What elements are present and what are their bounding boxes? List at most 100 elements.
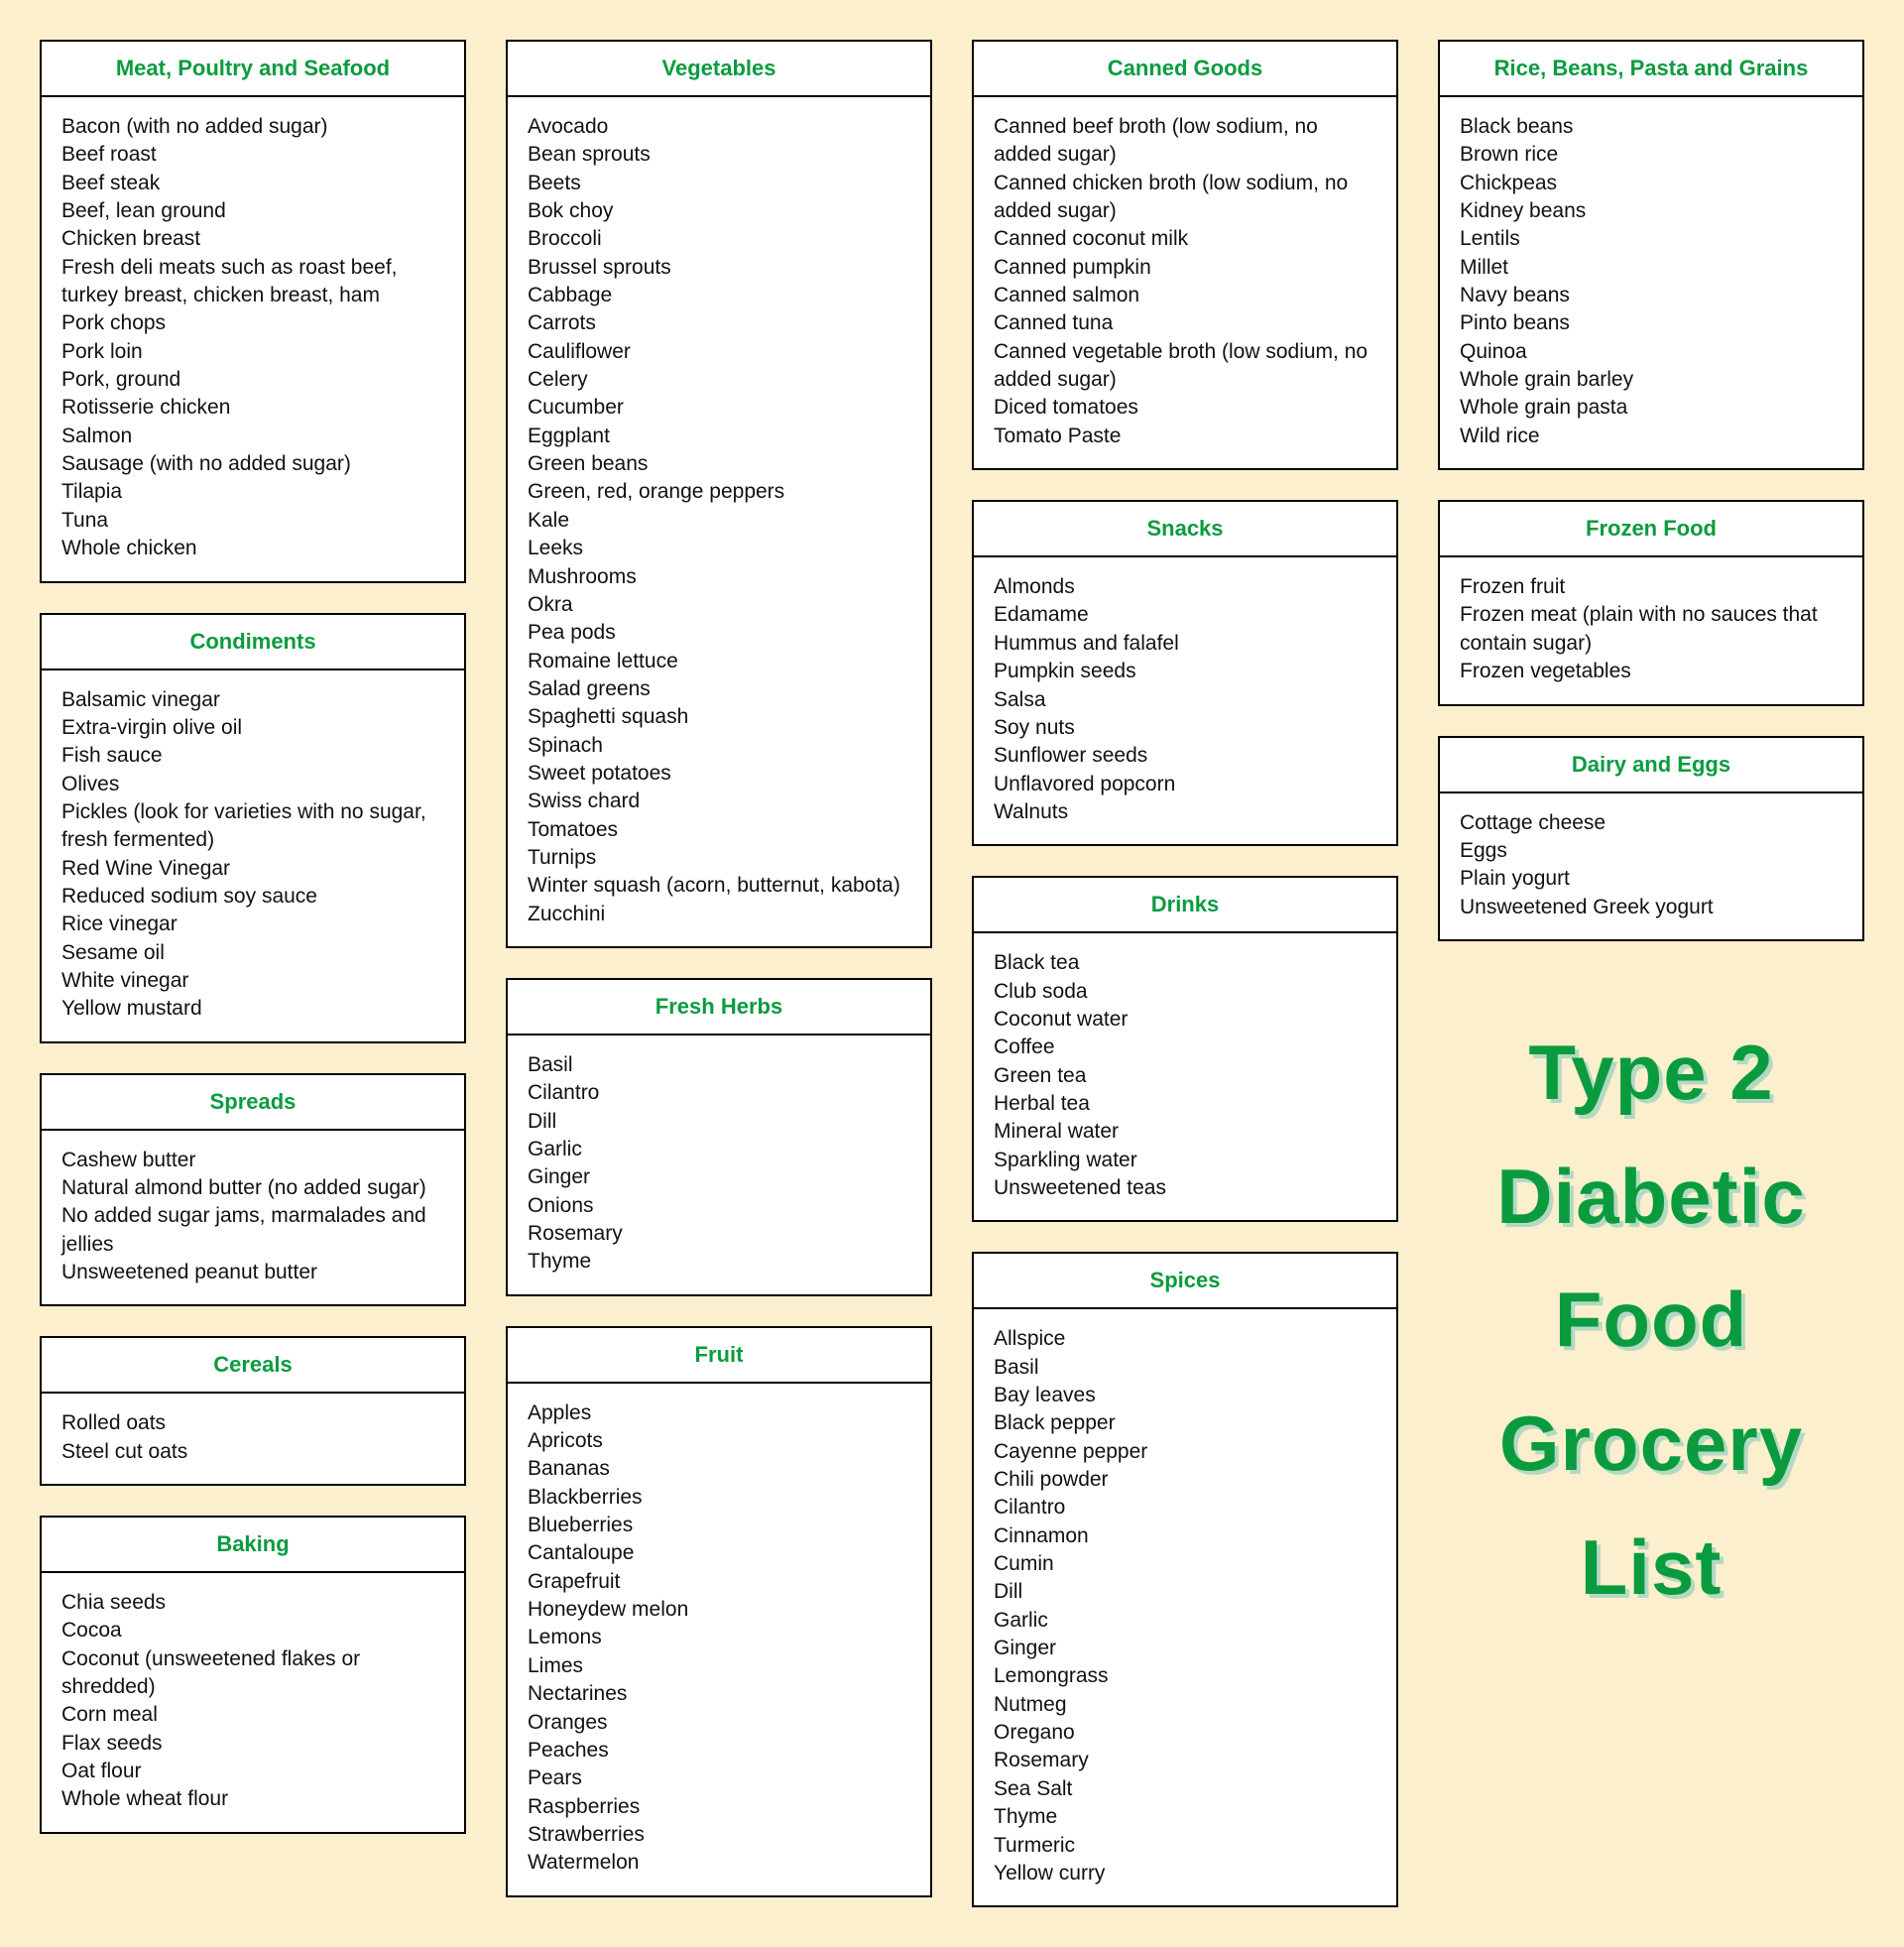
list-item: Rice vinegar — [61, 911, 444, 938]
category-items: Black teaClub sodaCoconut waterCoffeeGre… — [974, 933, 1396, 1220]
category-title: Spices — [974, 1254, 1396, 1309]
list-item: White vinegar — [61, 967, 444, 995]
column-3: Canned Goods Canned beef broth (low sodiu… — [972, 40, 1398, 1907]
list-item: Peaches — [528, 1737, 910, 1764]
list-item: Salad greens — [528, 675, 910, 703]
list-item: Brown rice — [1460, 141, 1843, 169]
category-title: Fresh Herbs — [508, 980, 930, 1035]
list-item: Canned salmon — [994, 282, 1376, 309]
category-title: Vegetables — [508, 42, 930, 97]
list-item: Canned tuna — [994, 309, 1376, 337]
list-item: Cashew butter — [61, 1147, 444, 1174]
list-item: Swiss chard — [528, 788, 910, 815]
list-item: Hummus and falafel — [994, 630, 1376, 658]
list-item: Pinto beans — [1460, 309, 1843, 337]
list-item: Unsweetened peanut butter — [61, 1259, 444, 1286]
list-item: Brussel sprouts — [528, 254, 910, 282]
list-item: Cinnamon — [994, 1522, 1376, 1550]
list-item: Black beans — [1460, 113, 1843, 141]
column-2: VegetablesAvocadoBean sproutsBeetsBok ch… — [506, 40, 932, 1907]
list-item: Flax seeds — [61, 1730, 444, 1758]
list-item: Cucumber — [528, 394, 910, 422]
list-item: Dill — [994, 1578, 1376, 1606]
category-title: Spreads — [42, 1075, 464, 1131]
list-item: Lentils — [1460, 225, 1843, 253]
category-card: Frozen FoodFrozen fruitFrozen meat (plai… — [1438, 500, 1864, 705]
list-item: Honeydew melon — [528, 1596, 910, 1624]
list-item: Salmon — [61, 423, 444, 450]
list-item: Canned vegetable broth (low sodium, no a… — [994, 338, 1376, 395]
list-item: Bananas — [528, 1455, 910, 1483]
list-item: Yellow mustard — [61, 995, 444, 1023]
list-item: Rosemary — [994, 1747, 1376, 1774]
list-item: Allspice — [994, 1325, 1376, 1353]
category-items: Cashew butterNatural almond butter (no a… — [42, 1131, 464, 1305]
category-title: Canned Goods — [974, 42, 1396, 97]
list-item: Chicken breast — [61, 225, 444, 253]
column-4: Rice, Beans, Pasta and GrainsBlack beans… — [1438, 40, 1864, 1907]
list-item: Quinoa — [1460, 338, 1843, 366]
list-item: Avocado — [528, 113, 910, 141]
list-item: Raspberries — [528, 1793, 910, 1821]
list-item: Spaghetti squash — [528, 703, 910, 731]
category-card: Meat, Poultry and SeafoodBacon (with no … — [40, 40, 466, 583]
list-item: Edamame — [994, 601, 1376, 629]
list-item: Canned beef broth (low sodium, no added … — [994, 113, 1376, 170]
category-card: Dairy and EggsCottage cheeseEggsPlain yo… — [1438, 736, 1864, 941]
category-items: Balsamic vinegarExtra-virgin olive oilFi… — [42, 670, 464, 1041]
list-item: Watermelon — [528, 1849, 910, 1877]
list-item: Rolled oats — [61, 1409, 444, 1437]
category-card: SpreadsCashew butterNatural almond butte… — [40, 1073, 466, 1307]
list-item: Ginger — [528, 1163, 910, 1191]
category-card: BakingChia seedsCocoaCoconut (unsweetene… — [40, 1516, 466, 1834]
list-item: Diced tomatoes — [994, 394, 1376, 422]
list-item: Club soda — [994, 978, 1376, 1006]
list-item: Walnuts — [994, 798, 1376, 826]
category-items: Canned beef broth (low sodium, no added … — [974, 97, 1396, 468]
list-item: Rotisserie chicken — [61, 394, 444, 422]
category-title: Meat, Poultry and Seafood — [42, 42, 464, 97]
list-item: Plain yogurt — [1460, 865, 1843, 893]
category-title: Fruit — [508, 1328, 930, 1384]
list-item: Apricots — [528, 1427, 910, 1455]
list-item: Frozen meat (plain with no sauces that c… — [1460, 601, 1843, 658]
category-items: AlmondsEdamameHummus and falafelPumpkin … — [974, 557, 1396, 844]
list-item: Carrots — [528, 309, 910, 337]
list-item: Blueberries — [528, 1512, 910, 1539]
category-title: Cereals — [42, 1338, 464, 1394]
list-item: Black tea — [994, 949, 1376, 977]
list-item: Pickles (look for varieties with no suga… — [61, 798, 444, 855]
category-card: SnacksAlmondsEdamameHummus and falafelPu… — [972, 500, 1398, 846]
list-item: Millet — [1460, 254, 1843, 282]
list-item: Pork chops — [61, 309, 444, 337]
list-item: Salsa — [994, 686, 1376, 714]
list-item: Tomato Paste — [994, 423, 1376, 450]
list-item: Unsweetened Greek yogurt — [1460, 894, 1843, 921]
list-item: Black pepper — [994, 1409, 1376, 1437]
category-card: FruitApplesApricotsBananasBlackberriesBl… — [506, 1326, 932, 1897]
list-item: Bay leaves — [994, 1382, 1376, 1409]
list-item: Fresh deli meats such as roast beef, tur… — [61, 254, 444, 310]
list-item: Sesame oil — [61, 939, 444, 967]
list-item: Oregano — [994, 1719, 1376, 1747]
list-item: Natural almond butter (no added sugar) — [61, 1174, 444, 1202]
list-item: Cilantro — [994, 1494, 1376, 1521]
list-item: Whole wheat flour — [61, 1785, 444, 1813]
category-items: Bacon (with no added sugar)Beef roastBee… — [42, 97, 464, 581]
list-item: Basil — [994, 1354, 1376, 1382]
list-item: Reduced sodium soy sauce — [61, 883, 444, 911]
category-card: Canned Goods Canned beef broth (low sodiu… — [972, 40, 1398, 470]
list-item: Canned chicken broth (low sodium, no add… — [994, 170, 1376, 226]
list-item: Eggplant — [528, 423, 910, 450]
list-item: Cauliflower — [528, 338, 910, 366]
list-item: Canned pumpkin — [994, 254, 1376, 282]
list-item: Beef, lean ground — [61, 197, 444, 225]
list-item: Navy beans — [1460, 282, 1843, 309]
list-item: Mushrooms — [528, 563, 910, 591]
title-line: Type 2 — [1438, 1011, 1864, 1135]
list-item: Tuna — [61, 507, 444, 535]
list-item: Unflavored popcorn — [994, 771, 1376, 798]
list-item: Steel cut oats — [61, 1438, 444, 1466]
list-item: Rosemary — [528, 1220, 910, 1248]
category-items: ApplesApricotsBananasBlackberriesBlueber… — [508, 1384, 930, 1895]
